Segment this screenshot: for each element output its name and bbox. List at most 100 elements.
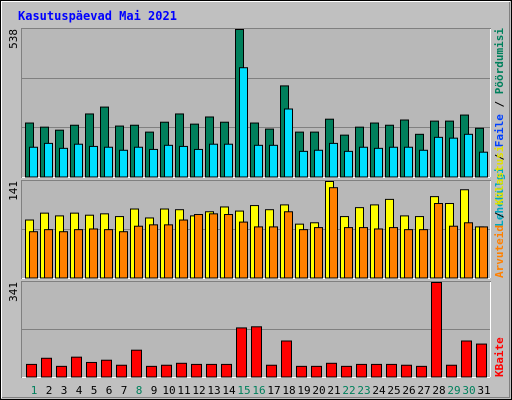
x-tick-label: 7: [121, 384, 128, 397]
bar: [386, 363, 397, 378]
x-tick-label: 22: [342, 384, 355, 397]
bar: [86, 361, 97, 378]
bar: [119, 149, 128, 178]
bar: [344, 227, 353, 279]
bar: [89, 228, 98, 279]
legend: Lehekülgi / Faile / Pöördumisi: [493, 28, 506, 227]
bar: [179, 145, 188, 178]
bar: [479, 226, 488, 279]
x-tick-label: 16: [252, 384, 265, 397]
bar: [371, 363, 382, 378]
x-tick-label: 11: [177, 384, 190, 397]
x-tick-label: 12: [192, 384, 205, 397]
bar: [344, 150, 353, 178]
chart-title: Kasutuspäevad Mai 2021: [18, 9, 177, 23]
bar: [359, 146, 368, 178]
x-tick-label: 13: [207, 384, 220, 397]
bar: [149, 148, 158, 178]
legend-entry: Külastusi: [493, 145, 506, 205]
bar: [89, 145, 98, 178]
bar: [449, 137, 458, 178]
bar: [359, 227, 368, 279]
legend-entry: KBaite: [493, 337, 506, 377]
bar: [71, 356, 82, 378]
x-tick-label: 9: [151, 384, 158, 397]
legend-entry: Lehekülgi: [493, 167, 506, 227]
bar: [434, 203, 443, 279]
bar: [179, 219, 188, 279]
bar: [464, 133, 473, 178]
bar: [281, 340, 292, 378]
bar: [389, 146, 398, 178]
bar: [254, 144, 263, 178]
bar: [251, 326, 262, 378]
x-tick-label: 5: [91, 384, 98, 397]
legend-entry: Faile: [493, 114, 506, 147]
bar: [434, 136, 443, 178]
bar: [284, 211, 293, 279]
bar: [29, 146, 38, 178]
bar: [266, 364, 277, 378]
bar: [449, 225, 458, 279]
bar: [404, 229, 413, 279]
bar: [461, 340, 472, 378]
bar: [161, 364, 172, 378]
bar: [44, 142, 53, 178]
bar: [104, 146, 113, 178]
bar: [131, 349, 142, 378]
bar: [224, 214, 233, 279]
x-tick-label: 10: [162, 384, 175, 397]
x-tick-label: 19: [297, 384, 310, 397]
legend: KBaite: [493, 337, 506, 377]
bar: [479, 151, 488, 178]
bar: [374, 228, 383, 279]
bar: [419, 229, 428, 279]
bar: [29, 231, 38, 279]
bar: [44, 229, 53, 279]
bar: [341, 365, 352, 378]
bar: [164, 144, 173, 178]
bar: [329, 142, 338, 178]
bar: [401, 364, 412, 378]
bar: [41, 357, 52, 378]
x-tick-label: 21: [327, 384, 340, 397]
bar: [116, 364, 127, 378]
x-tick-label: 31: [477, 384, 490, 397]
bar: [176, 362, 187, 378]
bar: [446, 364, 457, 378]
bar: [194, 148, 203, 178]
bar: [221, 363, 232, 378]
x-tick-label: 1: [31, 384, 38, 397]
x-tick-label: 18: [282, 384, 295, 397]
bar: [404, 146, 413, 178]
x-tick-label: 28: [432, 384, 445, 397]
bar: [314, 149, 323, 178]
bar: [299, 229, 308, 279]
x-tick-label: 17: [267, 384, 280, 397]
x-tick-label: 2: [46, 384, 53, 397]
x-tick-label: 26: [402, 384, 415, 397]
bar: [374, 147, 383, 178]
bar: [329, 187, 338, 279]
bar: [464, 222, 473, 279]
legend-separator: /: [493, 205, 506, 225]
bar: [59, 147, 68, 178]
bar: [431, 282, 442, 378]
bar: [104, 229, 113, 279]
bar: [269, 144, 278, 178]
bar: [476, 343, 487, 378]
bar: [416, 365, 427, 378]
bar: [296, 365, 307, 378]
x-tick-label: 25: [387, 384, 400, 397]
bar: [239, 221, 248, 279]
bar: [254, 226, 263, 279]
y-tick-label: 341: [7, 282, 20, 302]
bar: [389, 227, 398, 279]
bar: [326, 362, 337, 378]
bar: [119, 231, 128, 279]
x-tick-label: 23: [357, 384, 370, 397]
x-tick-label: 3: [61, 384, 68, 397]
x-tick-label: 20: [312, 384, 325, 397]
bar: [299, 150, 308, 178]
bar: [164, 224, 173, 279]
